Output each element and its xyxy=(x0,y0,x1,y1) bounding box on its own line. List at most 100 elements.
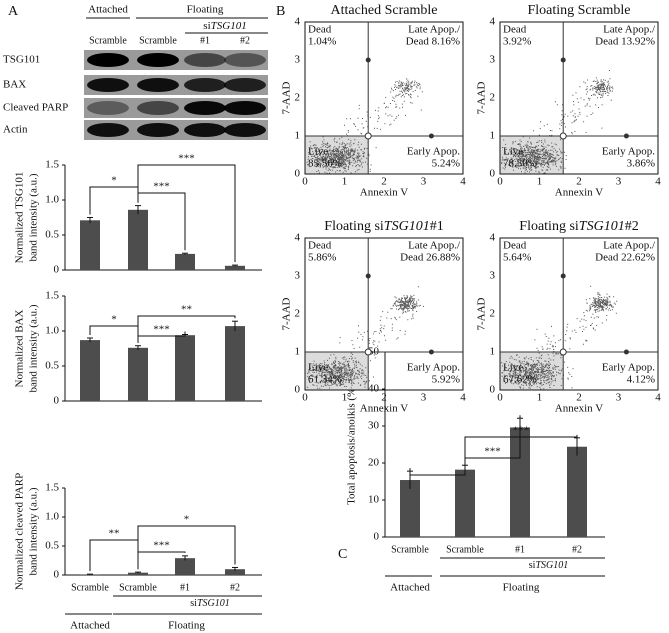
x-tick-label: 2 xyxy=(576,176,582,188)
blot-row-label: Actin xyxy=(3,124,28,136)
flow-title-part: #1 xyxy=(430,219,444,234)
plot-frame xyxy=(304,237,464,391)
y-axis-label: band intensity (a.u.) xyxy=(28,304,40,392)
gate-center xyxy=(364,132,372,140)
gate-center xyxy=(559,132,567,140)
quadrant-label: Late Apop./ xyxy=(408,24,461,36)
plot-frame xyxy=(499,21,659,175)
group-sub-label-part: TSG101 xyxy=(535,560,568,571)
flow-title-part: TSG101 xyxy=(579,219,625,234)
significance-label: *** xyxy=(484,446,501,458)
y-tick-label: 2 xyxy=(295,92,301,104)
x-tick-label: Scramble xyxy=(71,582,109,593)
blot-band xyxy=(224,53,266,67)
gate-handle xyxy=(365,273,371,279)
blot-band xyxy=(184,123,226,137)
bar xyxy=(175,253,195,270)
significance-label: *** xyxy=(153,540,170,552)
x-tick-label: 2 xyxy=(381,176,387,188)
y-tick-label: 2 xyxy=(490,92,496,104)
y-tick-label: 3 xyxy=(295,54,301,66)
significance-label: *** xyxy=(153,324,170,336)
bar xyxy=(128,347,148,401)
significance-bracket xyxy=(137,315,236,343)
blot-lane: #1 xyxy=(200,35,210,46)
significance-label: *** xyxy=(513,425,530,437)
group-sub-label-part: TSG101 xyxy=(197,598,230,609)
x-tick-label: 3 xyxy=(421,392,427,404)
blot-band xyxy=(87,78,129,92)
y-tick-label: 0 xyxy=(54,569,60,581)
y-tick-label: 0.5 xyxy=(45,360,59,372)
gate-handle xyxy=(560,273,566,279)
flow-title-part: Attached Scramble xyxy=(331,3,438,18)
x-tick-label: 2 xyxy=(381,392,387,404)
group-sub-label-part: si xyxy=(190,598,197,609)
y-tick-label: 1 xyxy=(490,346,496,358)
quadrant-label: Live xyxy=(503,146,523,158)
quadrant-label: 85.56% xyxy=(308,158,342,170)
y-tick-label: 1.5 xyxy=(45,482,59,494)
x-tick-label: 0 xyxy=(302,392,308,404)
quadrant-label: Dead 22.62% xyxy=(595,252,655,264)
panel-label: C xyxy=(338,547,347,562)
y-axis-label: Normalized BAX xyxy=(14,310,26,388)
y-tick-label: 2 xyxy=(295,308,301,320)
group-label: Attached xyxy=(70,620,110,632)
quadrant-label: Dead xyxy=(308,240,332,252)
quadrant-label: 67.62% xyxy=(503,374,537,386)
bar xyxy=(225,326,245,401)
flow-title: Floating siTSG101#2 xyxy=(519,219,638,234)
blot-lane: Scramble xyxy=(139,35,177,46)
x-tick-label: 4 xyxy=(460,392,466,404)
x-axis-label: Annexin V xyxy=(555,403,603,415)
blot-band xyxy=(87,53,129,67)
plot-frame xyxy=(499,237,659,391)
bar xyxy=(128,572,148,575)
gate-handle xyxy=(428,133,434,139)
blot-lane: Scramble xyxy=(89,35,127,46)
group-sub-label: siTSG101 xyxy=(190,598,229,609)
blot-lane: #2 xyxy=(240,35,250,46)
y-axis-label: Normalized TSG101 xyxy=(14,172,26,264)
flow-title-part: Floating si xyxy=(324,219,384,234)
gate-handle xyxy=(623,349,629,355)
flow-title-part: Floating si xyxy=(519,219,579,234)
significance-label: * xyxy=(111,175,117,187)
flow-title: Attached Scramble xyxy=(331,3,438,18)
quadrant-label: 3.86% xyxy=(627,158,655,170)
quadrant-label: 4.12% xyxy=(627,374,655,386)
blot-band xyxy=(137,123,179,137)
x-tick-label: 2 xyxy=(576,392,582,404)
significance-bracket xyxy=(137,525,236,570)
blot-band xyxy=(224,78,266,92)
y-axis-label: band intensity (a.u.) xyxy=(28,173,40,261)
y-tick-label: 0 xyxy=(374,531,380,543)
bar xyxy=(400,480,420,537)
quadrant-label: Late Apop./ xyxy=(408,240,461,252)
y-tick-label: 2 xyxy=(490,308,496,320)
y-tick-label: 0.5 xyxy=(45,229,59,241)
blot-band xyxy=(137,53,179,67)
significance-label: *** xyxy=(153,181,170,193)
gate-center xyxy=(364,348,372,356)
significance-bracket xyxy=(464,434,578,463)
y-tick-label: 1.5 xyxy=(45,290,59,302)
significance-label: * xyxy=(184,514,190,526)
quadrant-label: 1.04% xyxy=(308,36,336,48)
blot-band xyxy=(224,101,266,115)
x-axis-label: Annexin V xyxy=(555,187,603,199)
y-tick-label: 3 xyxy=(490,54,496,66)
significance-label: * xyxy=(111,314,117,326)
y-tick-label: 20 xyxy=(368,457,380,469)
bar xyxy=(567,446,587,537)
gate-handle xyxy=(428,349,434,355)
y-tick-label: 4 xyxy=(490,232,496,244)
y-axis-label: 7-AAD xyxy=(476,297,488,330)
quadrant-label: 5.24% xyxy=(432,158,460,170)
x-axis-label: Annexin V xyxy=(360,403,408,415)
blot-band xyxy=(184,101,226,115)
blot-band xyxy=(87,123,129,137)
x-tick-label: 3 xyxy=(421,176,427,188)
bar xyxy=(225,265,245,270)
